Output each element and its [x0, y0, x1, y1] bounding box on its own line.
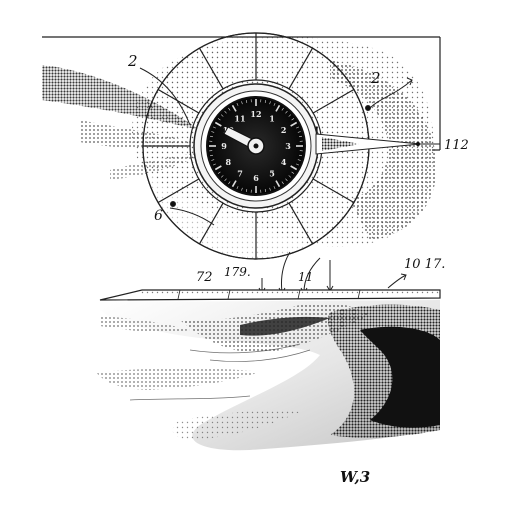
- face-number: 12: [250, 109, 261, 119]
- face-tick: [245, 188, 248, 193]
- ring-divider: [157, 88, 200, 114]
- face-tick: [297, 159, 301, 161]
- face-tick: [241, 187, 243, 191]
- face-number: 6: [253, 173, 259, 183]
- face-number: 3: [285, 141, 291, 151]
- wave-section: [96, 300, 440, 451]
- face-tick: [269, 187, 271, 191]
- face-tick: [297, 131, 301, 133]
- face-number: 11: [234, 113, 245, 123]
- face-tick: [275, 104, 281, 112]
- face-tick: [290, 165, 298, 171]
- face-tick: [285, 110, 288, 114]
- face-number: 7: [237, 169, 243, 179]
- face-tick: [273, 186, 276, 190]
- face-tick: [275, 180, 281, 188]
- label-figure-code: W,3: [340, 468, 370, 486]
- rail-strip: [99, 289, 441, 301]
- face-tick: [245, 99, 248, 104]
- leader-lines: [139, 67, 413, 226]
- label-right-edge: 112: [444, 138, 469, 153]
- dial: 111211029384756: [193, 83, 319, 209]
- ring-divider: [288, 202, 314, 245]
- ring-divider: [288, 47, 314, 90]
- face-tick: [281, 181, 284, 185]
- label-strip-d: 10 17.: [404, 257, 445, 272]
- face-tick: [298, 154, 303, 157]
- face-tick: [298, 135, 303, 138]
- face-tick: [217, 118, 221, 121]
- face-tick: [224, 178, 227, 182]
- strip-arrows: [258, 251, 407, 294]
- face-tick: [224, 110, 227, 114]
- ring-divider: [312, 88, 355, 114]
- face-tick: [290, 121, 298, 127]
- label-top-right: 2: [370, 69, 381, 87]
- face-tick: [288, 114, 292, 117]
- ring-divider: [198, 47, 224, 90]
- face-tick: [217, 171, 221, 174]
- face-number: 5: [269, 169, 275, 179]
- face-number: 1: [269, 113, 275, 123]
- face-tick: [220, 114, 224, 117]
- face-tick: [291, 118, 295, 121]
- face-tick: [211, 131, 215, 133]
- face-tick: [241, 101, 243, 105]
- label-top-left: 2: [127, 52, 138, 70]
- face-ticks: [209, 99, 303, 193]
- face-tick: [236, 102, 239, 106]
- face-tick: [291, 171, 295, 174]
- ring-divider: [157, 178, 200, 204]
- face-tick: [285, 178, 288, 182]
- face-tick: [296, 126, 300, 129]
- face-tick: [212, 126, 216, 129]
- face-tick: [228, 181, 231, 185]
- face-number: 2: [281, 125, 287, 135]
- face-tick: [231, 180, 237, 188]
- face-tick: [296, 163, 300, 166]
- face-tick: [269, 101, 271, 105]
- face-number: 9: [221, 141, 227, 151]
- face-tick: [288, 175, 292, 178]
- face-tick: [214, 121, 222, 127]
- pointer-cone: [315, 133, 440, 155]
- face-tick: [212, 163, 216, 166]
- face-tick: [211, 159, 215, 161]
- face-tick: [236, 186, 239, 190]
- face-tick: [264, 188, 267, 193]
- face-tick: [281, 107, 284, 111]
- label-strip-a: 72: [196, 270, 213, 285]
- ring-divider: [312, 178, 355, 204]
- face-tick: [264, 99, 267, 104]
- face-number: 8: [225, 157, 231, 167]
- face-tick: [228, 107, 231, 111]
- face-tick: [273, 102, 276, 106]
- label-strip-b: 179.: [224, 265, 251, 279]
- face-tick: [220, 175, 224, 178]
- face-tick: [231, 104, 237, 112]
- label-lower-left: 6: [154, 208, 163, 224]
- face-tick: [209, 135, 214, 138]
- face-tick: [214, 165, 222, 171]
- label-strip-c: 11: [298, 270, 313, 284]
- face-number: 4: [281, 157, 287, 167]
- face-tick: [209, 154, 214, 157]
